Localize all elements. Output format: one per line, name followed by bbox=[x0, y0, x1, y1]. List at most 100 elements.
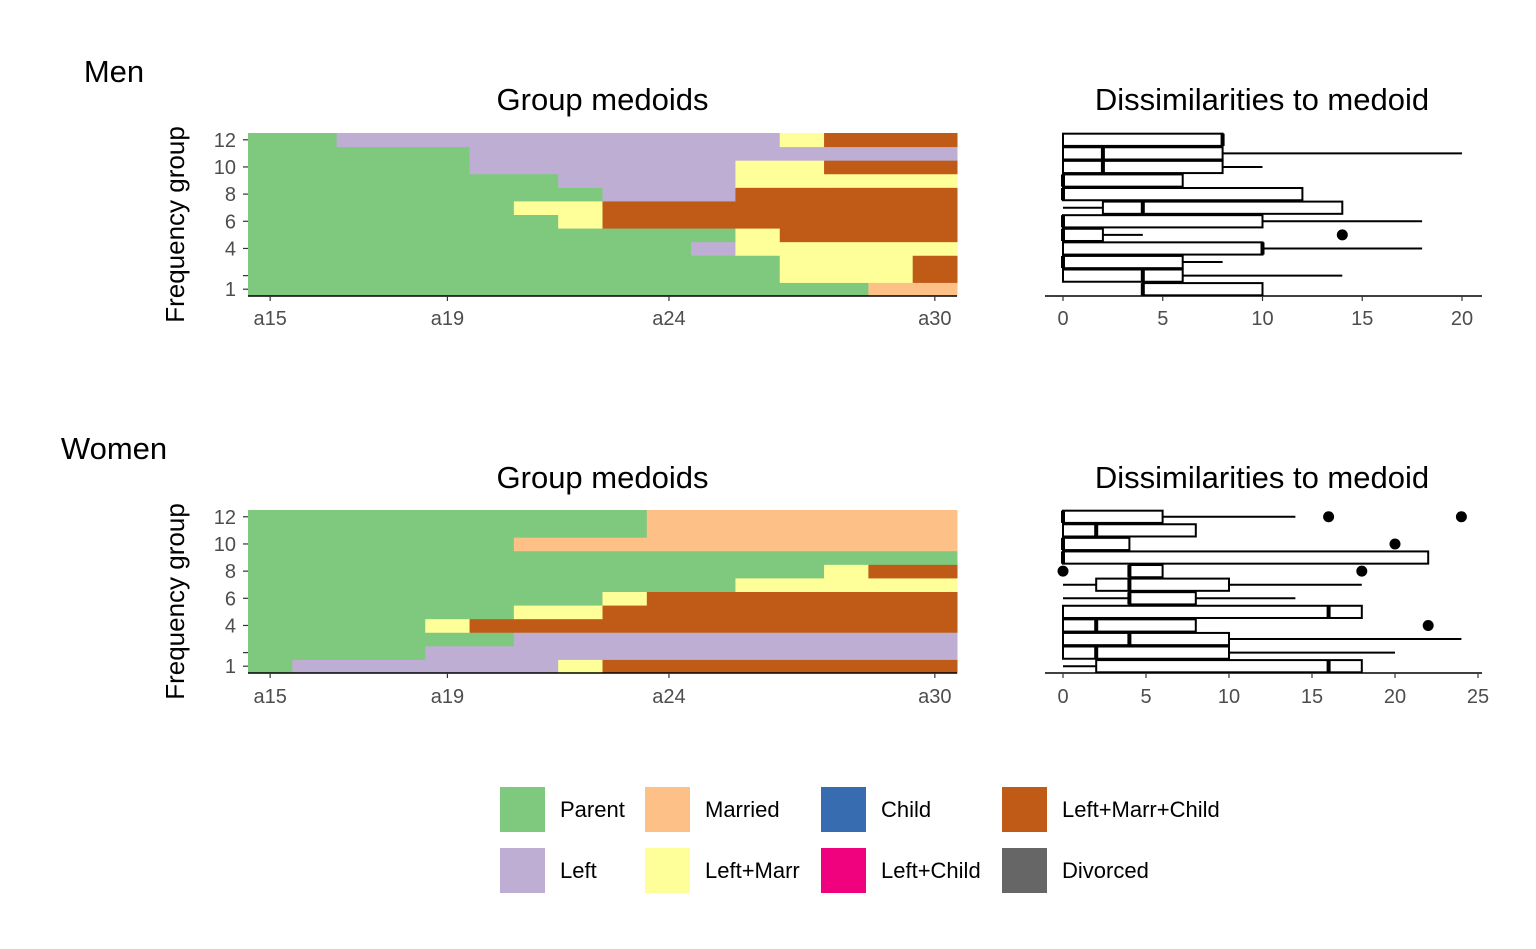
outlier-point bbox=[1336, 229, 1348, 241]
box bbox=[1062, 536, 1131, 552]
medoid-cell-left bbox=[336, 133, 781, 148]
y-axis-title: Frequency group bbox=[160, 503, 190, 700]
medoid-cell-married bbox=[868, 282, 958, 297]
x-tick-label: a30 bbox=[918, 686, 951, 708]
boxplot-panel-women: 0 5 10 15 20 25 Dissimilarities to medoid bbox=[1045, 460, 1489, 708]
medoid-cell-left bbox=[469, 146, 958, 161]
medoid-cell-left-marr bbox=[425, 618, 471, 633]
outlier-point bbox=[1455, 511, 1467, 523]
box bbox=[1062, 523, 1197, 538]
medoid-cell-parent bbox=[248, 146, 471, 161]
box bbox=[1062, 509, 1164, 524]
y-tick-label: 4 bbox=[225, 238, 236, 260]
medoid-cell-left bbox=[513, 632, 958, 647]
medoid-cell-married bbox=[646, 523, 958, 538]
x-tick-label: 20 bbox=[1384, 686, 1406, 708]
y-tick-label: 6 bbox=[225, 211, 236, 233]
y-tick-label: 12 bbox=[214, 130, 236, 152]
medoid-cell-left bbox=[425, 645, 958, 660]
box bbox=[1062, 550, 1430, 565]
heatmap-panel-women: a15 a19 a24 a30 1 4 6 8 10 12 Group medoids Frequen… bbox=[61, 431, 958, 708]
legend-label-divorced: Divorced bbox=[1062, 858, 1149, 883]
outlier-point bbox=[1057, 565, 1069, 577]
medoid-cell-left-marr bbox=[779, 241, 958, 256]
medoid-cell-left-marr-child bbox=[602, 605, 958, 620]
boxplot-title: Dissimilarities to medoid bbox=[1095, 82, 1429, 117]
medoid-cell-married bbox=[513, 537, 958, 552]
medoid-cell-left-marr-child bbox=[469, 618, 958, 633]
box bbox=[1062, 604, 1363, 619]
y-axis-title: Frequency group bbox=[160, 126, 190, 323]
legend-label-child: Child bbox=[881, 797, 931, 822]
medoid-cell-left-marr-child bbox=[779, 228, 958, 243]
medoid-cell-parent bbox=[248, 523, 648, 538]
x-tick-label: 15 bbox=[1301, 686, 1323, 708]
medoid-cell-left-marr bbox=[513, 605, 603, 620]
medoid-cell-parent bbox=[248, 510, 648, 525]
medoid-cell-left-marr-child bbox=[646, 591, 958, 606]
medoid-cell-parent bbox=[248, 214, 559, 229]
y-tick-label: 1 bbox=[225, 656, 236, 678]
x-tick-label: a24 bbox=[652, 308, 685, 330]
medoid-cell-parent bbox=[248, 268, 781, 283]
legend-label-parent: Parent bbox=[560, 797, 625, 822]
legend-swatch-parent bbox=[500, 787, 545, 832]
legend-swatch-left bbox=[500, 848, 545, 893]
legend-swatch-divorced bbox=[1002, 848, 1047, 893]
box bbox=[1128, 564, 1164, 579]
y-tick-label: 8 bbox=[225, 561, 236, 583]
legend: Parent Married Child Left+Marr+Child Left Lef… bbox=[500, 787, 1220, 893]
x-tick-label: a19 bbox=[431, 308, 464, 330]
outlier-point bbox=[1422, 619, 1434, 631]
x-tick-label: 10 bbox=[1218, 686, 1240, 708]
legend-label-left-marr: Left+Marr bbox=[705, 858, 800, 883]
box bbox=[1062, 631, 1230, 647]
medoid-cell-parent bbox=[248, 282, 869, 297]
medoid-cell-parent bbox=[248, 632, 515, 647]
medoid-cell-parent bbox=[248, 645, 426, 660]
medoid-cell-left-marr-child bbox=[824, 133, 958, 148]
medoid-cell-left-marr-child bbox=[912, 268, 958, 283]
heatmap-title: Group medoids bbox=[497, 82, 709, 117]
medoid-cell-left-marr bbox=[779, 268, 914, 283]
medoid-cell-parent bbox=[248, 187, 603, 202]
box bbox=[1062, 132, 1224, 147]
medoid-cell-parent bbox=[248, 550, 958, 565]
x-tick-label: a30 bbox=[918, 308, 951, 330]
outlier-point bbox=[1356, 565, 1368, 577]
box bbox=[1062, 187, 1304, 202]
legend-swatch-child bbox=[821, 787, 866, 832]
group-label-women: Women bbox=[61, 431, 167, 466]
medoid-cell-left-marr-child bbox=[602, 659, 958, 674]
y-tick-label: 6 bbox=[225, 588, 236, 610]
medoid-cell-left-marr bbox=[513, 200, 603, 215]
medoid-cell-parent bbox=[248, 241, 692, 256]
medoid-cell-left bbox=[292, 659, 559, 674]
legend-swatch-married bbox=[645, 787, 690, 832]
box bbox=[1101, 200, 1344, 215]
medoid-cell-parent bbox=[248, 591, 603, 606]
x-tick-label: 0 bbox=[1057, 686, 1068, 708]
legend-label-left-child: Left+Child bbox=[881, 858, 981, 883]
medoid-cell-parent bbox=[248, 255, 781, 270]
x-tick-label: 5 bbox=[1157, 308, 1168, 330]
outlier-point bbox=[1389, 538, 1401, 550]
heatmap-panel-men: a15 a19 a24 a30 1 4 6 8 10 12 Group medoids Frequen… bbox=[84, 54, 958, 330]
boxplot-title: Dissimilarities to medoid bbox=[1095, 460, 1429, 495]
box bbox=[1062, 618, 1197, 633]
medoid-cell-parent bbox=[248, 605, 515, 620]
box bbox=[1062, 214, 1264, 229]
medoid-cell-parent bbox=[248, 537, 515, 552]
medoid-cell-left bbox=[691, 241, 736, 256]
boxplot-panel-men: 0 5 10 15 20 Dissimilarities to medoid bbox=[1045, 82, 1482, 330]
legend-label-left: Left bbox=[560, 858, 597, 883]
legend-label-left-marr-child: Left+Marr+Child bbox=[1062, 797, 1220, 822]
medoid-cell-parent bbox=[248, 228, 736, 243]
medoid-cell-parent bbox=[248, 618, 426, 633]
medoid-cell-left-marr bbox=[735, 228, 781, 243]
x-tick-label: a15 bbox=[253, 308, 286, 330]
medoid-cell-left-marr bbox=[735, 173, 825, 188]
medoid-cell-parent bbox=[248, 160, 471, 175]
y-tick-label: 10 bbox=[214, 534, 236, 556]
